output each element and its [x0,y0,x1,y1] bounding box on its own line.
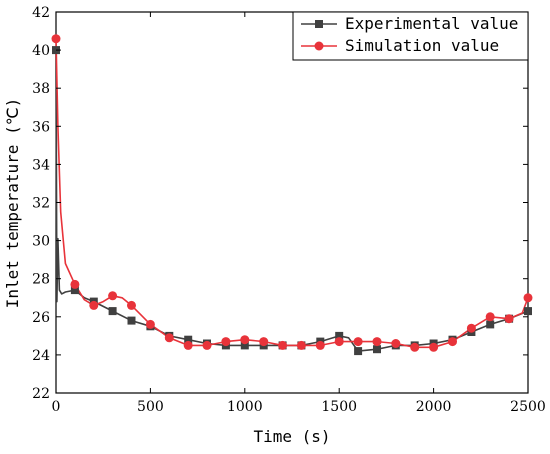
data-point-simulation [504,314,514,324]
legend: Experimental value Simulation value [292,11,529,61]
data-point-simulation [145,319,155,329]
x-tick-label: 0 [52,399,61,415]
data-point-simulation [259,337,269,347]
data-point-experimental [335,331,344,340]
y-tick-label: 28 [32,272,50,288]
x-tick-label: 1500 [321,399,357,415]
data-point-simulation [296,340,306,350]
data-point-simulation [334,337,344,347]
legend-simulation-marker [314,41,324,51]
data-point-experimental [70,286,79,295]
x-tick-label: 1000 [227,399,263,415]
data-point-simulation [372,337,382,347]
y-tick-label: 22 [32,386,50,402]
data-point-simulation [315,340,325,350]
data-point-simulation [523,293,533,303]
legend-entry-simulation: Simulation value [301,36,499,55]
legend-simulation-label: Simulation value [345,36,499,55]
data-point-simulation [278,340,288,350]
y-tick-label: 34 [32,157,50,173]
data-point-experimental [240,341,249,350]
legend-experimental-label: Experimental value [345,14,518,33]
data-point-experimental [108,307,117,316]
data-point-simulation [89,300,99,310]
data-point-simulation [183,340,193,350]
x-tick-label: 2000 [416,399,452,415]
data-point-experimental [354,347,363,356]
data-point-simulation [391,339,401,348]
data-point-experimental [184,335,193,344]
data-point-simulation [410,342,420,352]
x-tick-label: 2500 [510,399,546,415]
y-tick-label: 32 [32,196,50,212]
data-point-simulation [70,279,80,289]
data-point-simulation [108,291,118,301]
data-point-simulation [221,337,231,347]
data-point-simulation [240,335,250,345]
data-point-experimental [127,316,136,325]
y-tick-label: 38 [32,81,50,97]
y-tick-label: 42 [32,5,50,21]
x-tick-label: 500 [137,399,164,415]
y-tick-label: 30 [32,234,50,250]
data-point-simulation [202,340,212,350]
y-tick-label: 26 [32,310,50,326]
x-axis-title: Time (s) [253,427,330,446]
y-axis-title: Inlet temperature (℃) [3,98,22,309]
data-point-simulation [127,300,136,310]
data-point-simulation [429,342,439,352]
legend-box [292,11,529,61]
y-tick-label: 40 [32,43,50,59]
plot-area [55,11,529,394]
data-point-simulation [485,312,495,322]
legend-experimental-marker [315,20,323,28]
data-point-experimental [486,320,495,329]
data-point-simulation [353,337,363,347]
data-point-simulation [466,323,476,333]
data-point-experimental [373,345,381,354]
data-point-simulation [51,34,61,44]
series-line-simulation [55,38,529,349]
data-point-simulation [448,337,457,347]
legend-entry-experimental: Experimental value [301,14,518,33]
data-point-simulation [164,333,174,343]
data-point-experimental [524,307,532,316]
y-tick-label: 24 [32,348,50,364]
y-tick-label: 36 [32,119,50,135]
